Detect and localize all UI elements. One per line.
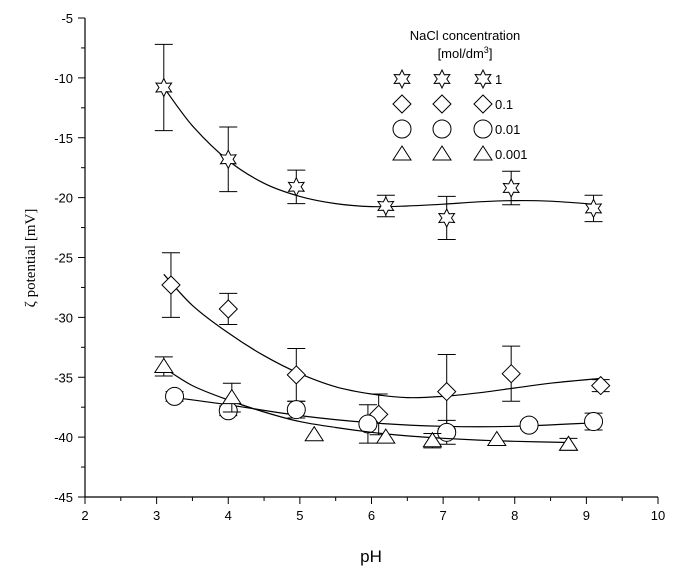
legend-marker-star xyxy=(474,68,492,90)
data-point xyxy=(358,414,378,434)
legend-marker-triangle xyxy=(473,145,493,161)
data-point xyxy=(437,422,457,442)
data-point xyxy=(422,431,443,448)
y-tick-label: -40 xyxy=(54,430,73,445)
legend-rows: 1 0.1 0.01 0.001 xyxy=(392,68,528,162)
data-point xyxy=(286,365,307,385)
x-tick-label: 6 xyxy=(368,508,375,523)
legend-unit-main: [mol/dm xyxy=(438,46,484,61)
legend-marker-diamond xyxy=(432,94,452,114)
data-point xyxy=(375,428,396,444)
legend-unit-sup: 3 xyxy=(484,45,489,55)
data-point xyxy=(377,195,395,217)
series-1 xyxy=(154,43,603,241)
x-tick-label: 9 xyxy=(583,508,590,523)
data-point xyxy=(486,430,507,446)
series-0.01 xyxy=(165,386,604,445)
x-tick-label: 3 xyxy=(153,508,160,523)
y-tick-label: -30 xyxy=(54,310,73,325)
legend-label: 0.01 xyxy=(495,122,520,137)
legend-marker-diamond xyxy=(473,94,493,114)
x-tick-label: 2 xyxy=(81,508,88,523)
data-point xyxy=(584,198,603,219)
legend-unit: [mol/dm3] xyxy=(438,45,493,61)
y-axis-label: ζ potential [mV] xyxy=(23,209,39,308)
legend-marker-circle xyxy=(392,119,412,139)
series-0.001 xyxy=(153,356,579,451)
data-point xyxy=(218,401,238,421)
legend-marker-circle xyxy=(473,119,493,139)
data-point xyxy=(501,363,521,384)
y-tick-label: -15 xyxy=(54,131,73,146)
fit-curve xyxy=(163,273,601,399)
axes: 2 3 4 5 6 7 8 9 10 -5 -10 -15 -20 -25 -30 -35 -40 -45 xyxy=(54,11,665,523)
y-tick-label: -25 xyxy=(54,251,73,266)
data-point xyxy=(502,177,520,199)
legend-marker-star xyxy=(393,68,411,90)
data-point xyxy=(218,299,239,319)
series-0.1 xyxy=(161,252,611,436)
legend-label: 0.001 xyxy=(495,147,528,162)
y-tick-label: -20 xyxy=(54,191,73,206)
y-tick-label: -45 xyxy=(54,490,73,505)
data-point xyxy=(558,435,579,451)
data-point xyxy=(161,275,181,295)
data-point xyxy=(153,357,174,373)
x-tick-label: 4 xyxy=(225,508,232,523)
legend-title: NaCl concentration xyxy=(410,28,521,43)
data-point xyxy=(437,207,456,229)
x-tick-label: 8 xyxy=(511,508,518,523)
x-tick-label: 5 xyxy=(296,508,303,523)
data-point xyxy=(165,386,185,406)
legend-marker-diamond xyxy=(392,94,412,114)
data-point xyxy=(436,381,457,402)
data-point xyxy=(519,415,539,435)
data-point xyxy=(219,149,237,170)
x-tick-label: 7 xyxy=(440,508,447,523)
data-point xyxy=(304,425,325,442)
data-point xyxy=(584,412,604,432)
data-point xyxy=(590,375,611,396)
y-tick-label: -10 xyxy=(54,71,73,86)
x-axis-label: pH xyxy=(360,547,382,566)
legend-marker-triangle xyxy=(392,145,412,161)
data-point xyxy=(286,400,306,420)
y-tick-label: -5 xyxy=(61,11,73,26)
legend-unit-end: ] xyxy=(489,46,493,61)
plot-area xyxy=(153,43,611,451)
legend-label: 0.1 xyxy=(495,97,513,112)
data-point xyxy=(221,388,242,405)
data-point xyxy=(287,176,306,197)
data-point xyxy=(155,77,173,98)
legend-marker-star xyxy=(433,68,451,90)
y-tick-label: -35 xyxy=(54,370,73,385)
legend: NaCl concentration [mol/dm3] 1 0.1 0.01 0.0… xyxy=(392,28,528,162)
legend-label: 1 xyxy=(495,72,502,87)
legend-marker-triangle xyxy=(432,145,452,161)
x-tick-label: 10 xyxy=(651,508,665,523)
legend-marker-circle xyxy=(432,119,452,139)
